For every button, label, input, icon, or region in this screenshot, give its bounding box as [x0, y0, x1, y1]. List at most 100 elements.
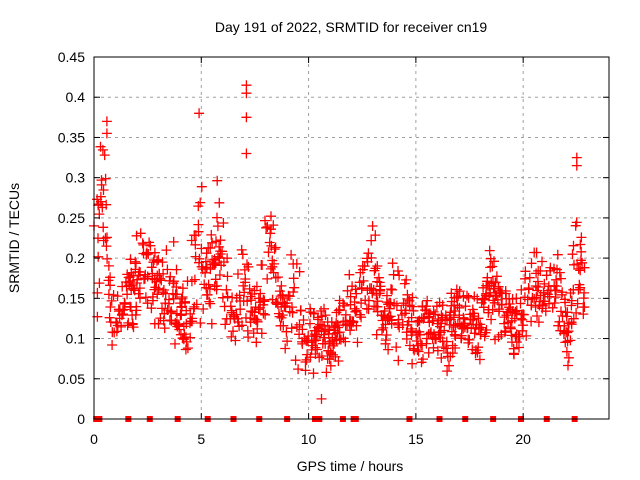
- data-point: [437, 300, 448, 311]
- data-point: [194, 108, 205, 119]
- data-point: [149, 247, 160, 258]
- data-point: [404, 300, 415, 311]
- data-point: [204, 296, 215, 307]
- data-point: [345, 291, 356, 302]
- data-point: [217, 292, 228, 303]
- data-point: [510, 306, 521, 317]
- data-point: [418, 313, 429, 324]
- data-point: [428, 306, 439, 317]
- data-point: [101, 199, 112, 210]
- data-point: [556, 306, 566, 317]
- data-point: [456, 333, 467, 344]
- data-point: [514, 342, 524, 353]
- data-point: [406, 312, 417, 323]
- data-point: [518, 309, 529, 320]
- data-point: [266, 224, 276, 235]
- data-point: [200, 267, 211, 278]
- data-point: [568, 240, 579, 251]
- data-point: [131, 258, 141, 269]
- data-point: [246, 295, 257, 306]
- data-point: [554, 316, 565, 327]
- data-point: [442, 366, 453, 377]
- data-point: [349, 297, 360, 307]
- data-point: [295, 305, 306, 316]
- data-point: [308, 368, 319, 379]
- data-point: [286, 249, 297, 260]
- data-point: [408, 305, 419, 316]
- data-point: [320, 310, 331, 321]
- data-point: [278, 320, 289, 331]
- data-point: [300, 365, 311, 376]
- data-point: [393, 355, 404, 366]
- data-point: [213, 251, 223, 262]
- data-point: [375, 285, 385, 296]
- data-point: [447, 348, 458, 359]
- data-point: [163, 298, 174, 309]
- data-point: [265, 228, 276, 239]
- data-point: [377, 324, 387, 335]
- data-point: [230, 335, 241, 346]
- data-point: [251, 281, 262, 292]
- data-point: [148, 295, 158, 306]
- data-point: [533, 317, 544, 328]
- data-point: [576, 246, 587, 257]
- data-point: [288, 287, 299, 297]
- data-point: [261, 222, 272, 233]
- data-point: [422, 295, 433, 306]
- data-point: [270, 272, 281, 283]
- data-point: [511, 305, 522, 316]
- data-point: [221, 284, 232, 295]
- data-point: [277, 310, 288, 321]
- data-point: [486, 278, 497, 289]
- data-point: [450, 320, 461, 331]
- data-point: [563, 318, 574, 329]
- data-point: [549, 298, 560, 308]
- data-point: [131, 230, 142, 241]
- y-tick-label: 0.45: [58, 49, 85, 65]
- data-point: [177, 292, 188, 302]
- data-point: [100, 173, 111, 184]
- data-point: [490, 290, 501, 301]
- data-point: [539, 278, 550, 289]
- data-point: [333, 322, 344, 333]
- data-point: [135, 293, 145, 304]
- data-point: [293, 364, 304, 375]
- data-point: [111, 326, 122, 337]
- data-point: [187, 316, 198, 327]
- data-point: [554, 267, 565, 278]
- data-point: [469, 311, 480, 322]
- data-point: [518, 320, 529, 331]
- data-point: [342, 285, 353, 296]
- data-point: [153, 254, 164, 265]
- data-point: [391, 300, 402, 311]
- data-point: [102, 253, 113, 264]
- data-point: [514, 331, 525, 342]
- data-point: [573, 263, 584, 274]
- data-point: [532, 311, 542, 321]
- data-point: [94, 278, 105, 289]
- data-point: [152, 255, 162, 266]
- data-point: [210, 259, 220, 270]
- data-point: [567, 249, 578, 260]
- data-point: [210, 258, 221, 268]
- data-point: [143, 249, 154, 259]
- data-point: [517, 325, 528, 336]
- data-point: [240, 277, 251, 288]
- data-point: [236, 244, 247, 255]
- data-point: [352, 337, 363, 348]
- data-point: [133, 288, 144, 299]
- data-point: [335, 334, 346, 345]
- data-point: [243, 332, 254, 343]
- data-point: [366, 235, 377, 246]
- data-point: [106, 295, 117, 306]
- plot-frame: [93, 56, 610, 420]
- data-point: [350, 284, 361, 295]
- data-point: [287, 307, 298, 318]
- data-point: [489, 256, 499, 267]
- x-tick-label: 0: [90, 431, 98, 447]
- data-point: [485, 262, 496, 273]
- data-point: [370, 263, 381, 274]
- data-point: [242, 259, 252, 270]
- data-point: [125, 254, 136, 265]
